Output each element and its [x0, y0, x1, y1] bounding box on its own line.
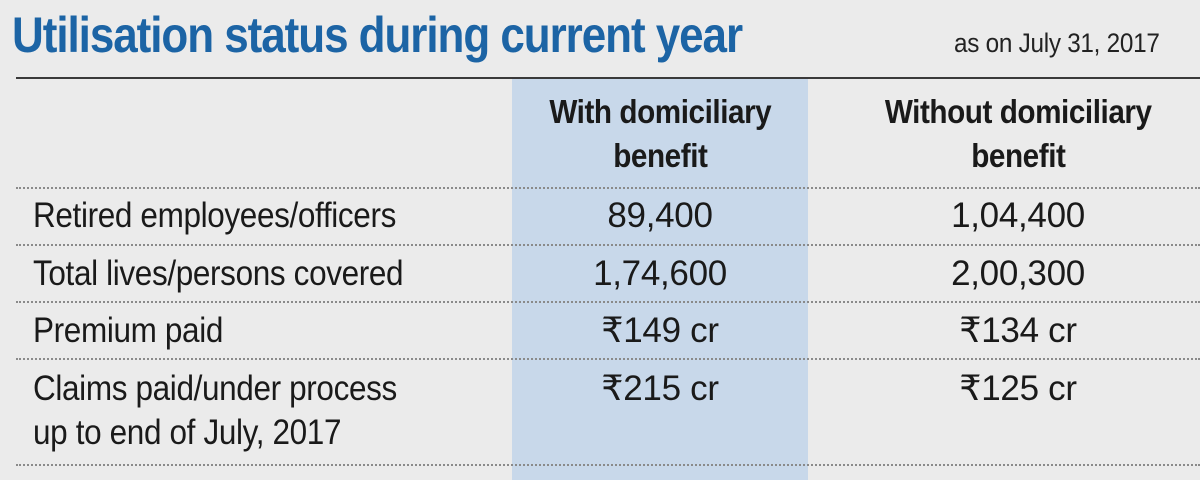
column-header-with-line-1: With domiciliary: [549, 93, 771, 130]
header-divider: [16, 187, 1200, 189]
column-header-without-benefit: Without domiciliary benefit: [836, 90, 1200, 178]
row-label-lives-covered: Total lives/persons covered: [33, 252, 444, 296]
cell-lives-with: 1,74,600: [593, 254, 727, 293]
row-divider: [16, 358, 1200, 360]
column-header-without-line-2: benefit: [970, 137, 1066, 174]
cell-claims-without: ₹125 cr: [959, 369, 1077, 408]
cell-premium-with: ₹149 cr: [601, 311, 719, 350]
column-header-without-line-1: Without domiciliary: [884, 93, 1152, 130]
row-divider: [16, 301, 1200, 303]
column-header-with-benefit: With domiciliary benefit: [512, 90, 808, 178]
row-label-retired-text: Retired employees/officers: [33, 196, 396, 235]
table-bottom-divider: [16, 464, 1200, 466]
cell-lives-without: 2,00,300: [951, 254, 1085, 293]
row-divider: [16, 244, 1200, 246]
highlight-column-with-benefit: [512, 79, 808, 480]
title-rule: [16, 77, 1200, 79]
chart-title: Utilisation status during current year: [12, 7, 743, 63]
row-label-claims: Claims paid/under process up to end of J…: [33, 367, 437, 455]
row-label-claims-line-1: Claims paid/under process: [33, 369, 397, 408]
row-label-premium: Premium paid: [33, 309, 244, 353]
cell-claims-with: ₹215 cr: [601, 369, 719, 408]
row-label-premium-text: Premium paid: [33, 311, 224, 350]
chart-subtitle: as on July 31, 2017: [954, 28, 1160, 58]
row-label-claims-line-2: up to end of July, 2017: [33, 413, 342, 452]
row-label-retired: Retired employees/officers: [33, 194, 436, 238]
header: Utilisation status during current year a…: [12, 6, 1200, 70]
row-label-lives-covered-text: Total lives/persons covered: [33, 254, 404, 293]
cell-retired-without: 1,04,400: [951, 196, 1085, 235]
column-header-with-line-2: benefit: [612, 137, 708, 174]
cell-premium-without: ₹134 cr: [959, 311, 1077, 350]
cell-retired-with: 89,400: [607, 196, 713, 235]
